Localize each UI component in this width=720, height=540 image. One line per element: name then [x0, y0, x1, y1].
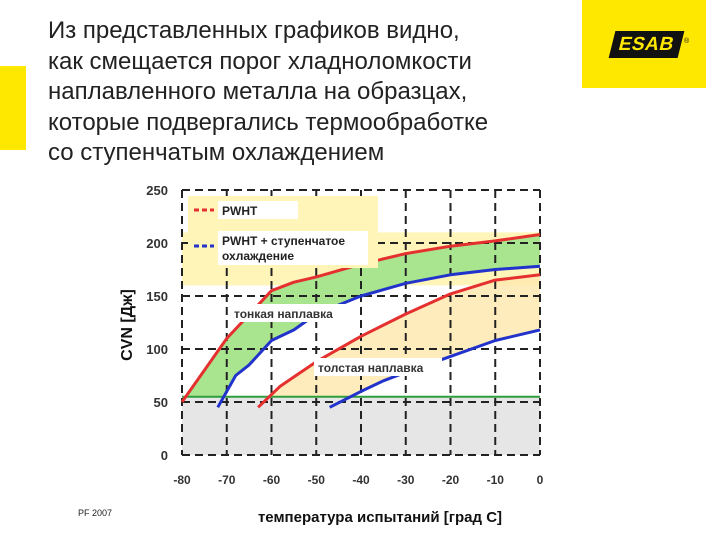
title-line: Из представленных графиков видно,	[48, 17, 460, 44]
x-tick-label: 0	[537, 473, 544, 487]
footer-note: PF 2007	[78, 508, 113, 518]
logo-registered-mark: ®	[684, 38, 690, 45]
x-tick-label: -40	[352, 473, 370, 487]
y-tick-label: 0	[161, 448, 168, 463]
y-tick-label: 50	[154, 395, 168, 410]
y-tick-label: 150	[146, 289, 168, 304]
x-tick-label: -30	[397, 473, 415, 487]
x-tick-label: -70	[218, 473, 236, 487]
title-line: которые подвергались термообработке	[48, 108, 489, 136]
x-tick-label: -60	[263, 473, 281, 487]
annotation-box	[314, 358, 442, 376]
legend-label-box	[218, 231, 368, 265]
legend-label-pwht: PWHT	[222, 204, 258, 218]
x-axis-label: температура испытаний [град С]	[258, 509, 502, 526]
legend-label-box	[218, 201, 298, 219]
y-tick-label: 200	[146, 236, 168, 251]
title-line: как смещается порог хладноломкости	[48, 47, 472, 75]
x-tick-label: -10	[487, 473, 505, 487]
annotation-thin-weld: тонкая наплавка	[234, 307, 333, 321]
esab-logo: ESAB ®	[582, 0, 706, 88]
x-tick-label: -20	[442, 473, 460, 487]
slide-title: Из представленных графиков видно, как см…	[48, 16, 588, 169]
annotation-thick-weld: толстая наплавка	[318, 361, 424, 375]
title-line: со ступенчатым охлаждением	[48, 139, 385, 166]
series-line-2	[257, 273, 541, 409]
y-tick-label: 100	[146, 342, 168, 357]
x-tick-label: -80	[173, 473, 191, 487]
title-line: наплавленного металла на образцах,	[48, 78, 468, 105]
x-tick-label: -50	[308, 473, 326, 487]
series-line-0	[180, 233, 541, 403]
accent-bar	[0, 66, 26, 150]
annotation-box	[230, 304, 350, 322]
legend-label-pwht-step: PWHT + ступенчатое охлаждение	[222, 234, 345, 263]
y-axis-label: CVN [Дж]	[119, 289, 136, 361]
y-tick-label: 250	[146, 183, 168, 198]
